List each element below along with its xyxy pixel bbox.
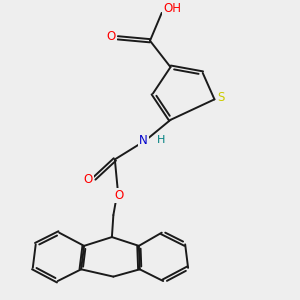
Text: H: H xyxy=(157,135,165,146)
Text: O: O xyxy=(107,30,116,43)
Text: OH: OH xyxy=(163,2,181,15)
Text: S: S xyxy=(217,92,225,104)
Text: O: O xyxy=(115,189,124,202)
Text: O: O xyxy=(84,173,93,186)
Text: N: N xyxy=(139,134,148,147)
